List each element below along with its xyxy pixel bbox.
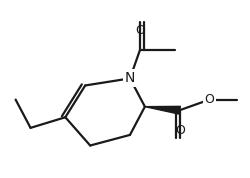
Text: O: O xyxy=(175,124,185,137)
Polygon shape xyxy=(145,106,180,114)
Text: N: N xyxy=(125,71,135,85)
Text: O: O xyxy=(135,24,145,37)
Text: O: O xyxy=(204,93,214,106)
